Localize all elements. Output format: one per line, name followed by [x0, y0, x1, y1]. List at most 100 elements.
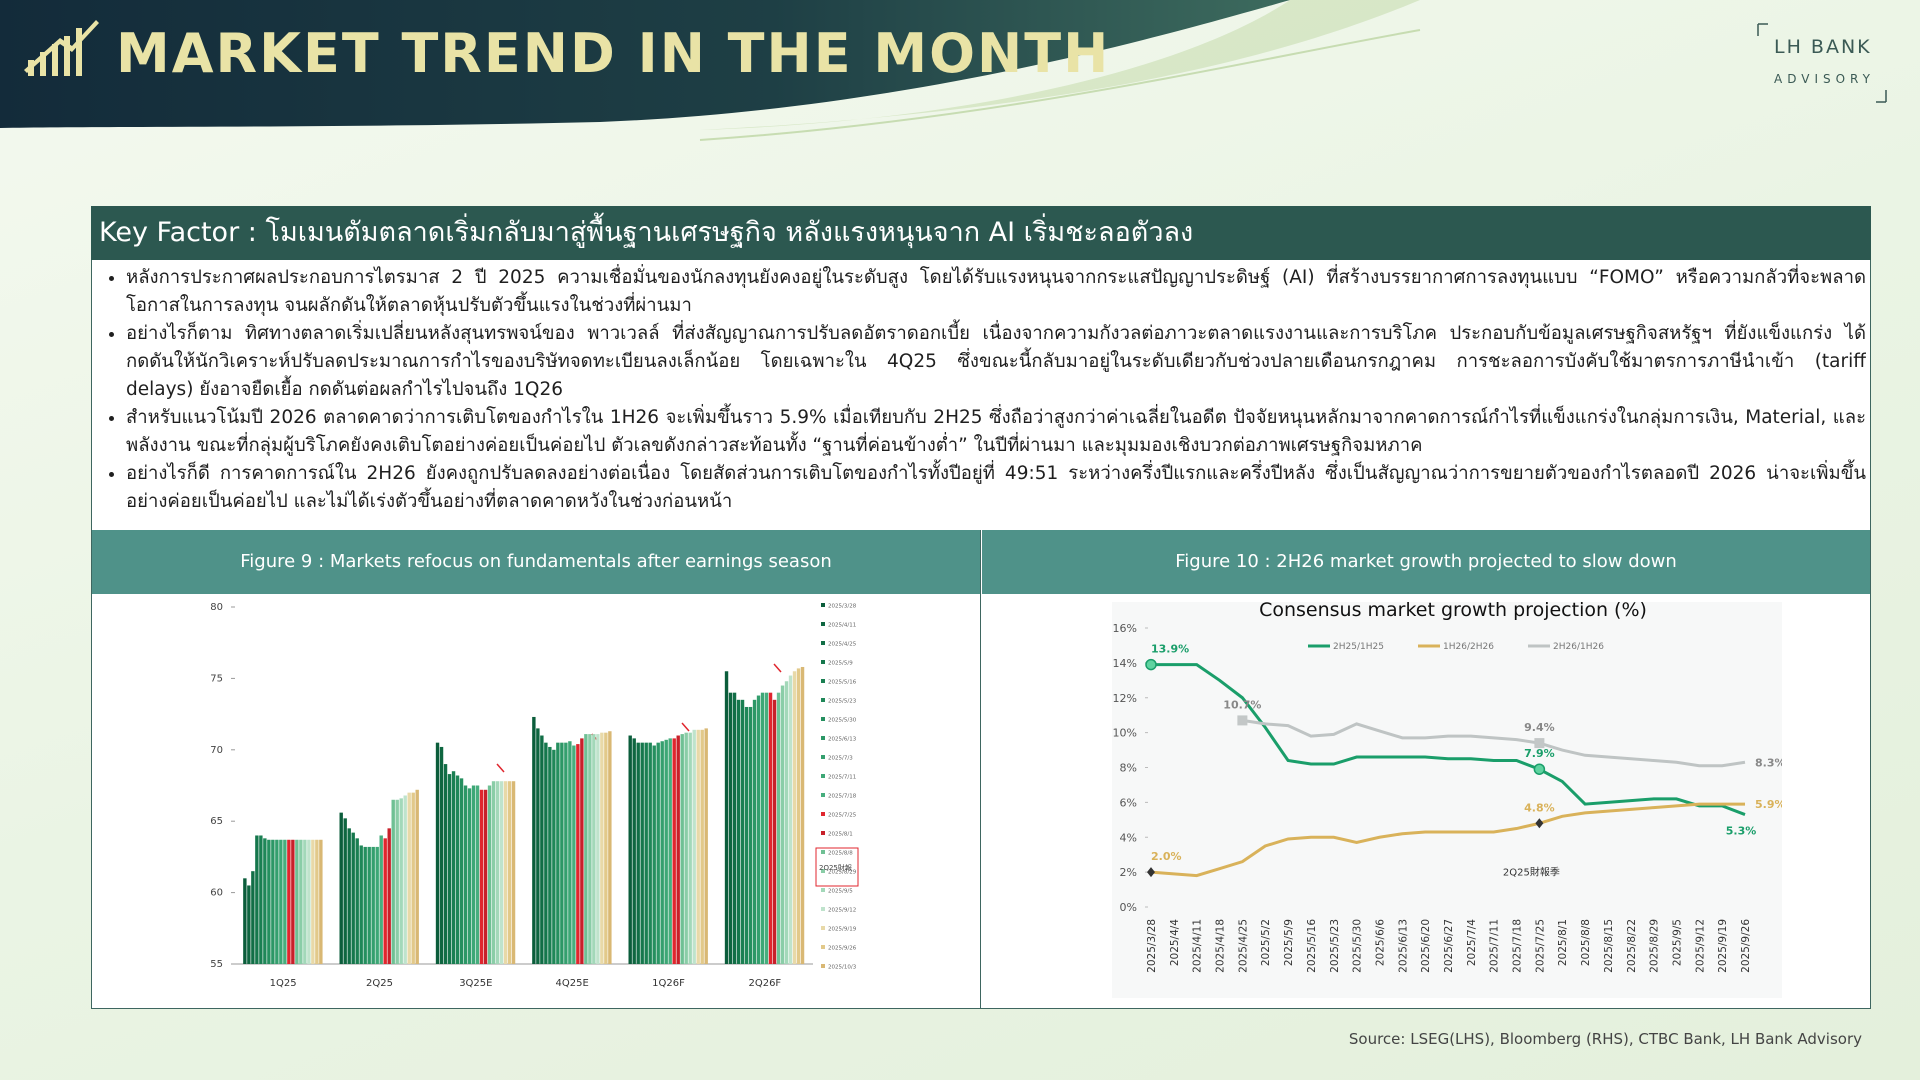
x-tick-label: 2025/7/4: [1466, 919, 1478, 966]
x-tick-label: 2025/7/18: [1512, 919, 1524, 973]
value-label: 4.8%: [1524, 801, 1555, 814]
bar: [435, 742, 440, 964]
bar: [568, 741, 572, 964]
bar: [724, 671, 729, 964]
bar: [371, 846, 375, 964]
header-bg: [0, 0, 1887, 141]
bar: [556, 742, 560, 964]
y-tick-label: 10%: [1113, 727, 1137, 740]
bar: [740, 699, 745, 964]
x-tick-label: 3Q25E: [459, 978, 492, 989]
bar: [339, 812, 343, 964]
x-tick-label: 2025/4/18: [1215, 919, 1227, 973]
bar: [596, 734, 600, 964]
legend-swatch: [821, 888, 825, 892]
bar: [604, 732, 608, 964]
legend-swatch: [821, 755, 825, 759]
legend-label: 2025/8/29: [828, 870, 857, 876]
bar: [379, 835, 383, 964]
x-tick-label: 2025/6/27: [1443, 919, 1455, 973]
x-tick-label: 2025/7/11: [1489, 919, 1501, 973]
x-tick-label: 2025/8/1: [1557, 919, 1569, 966]
x-tick-label: 1Q25: [270, 978, 297, 989]
bar: [247, 885, 251, 964]
x-tick-label: 2025/9/5: [1671, 919, 1683, 966]
bar: [580, 738, 584, 964]
bar: [584, 734, 588, 964]
bar: [455, 775, 460, 964]
chart-title: Consensus market growth projection (%): [1259, 602, 1647, 621]
legend-swatch: [821, 774, 825, 778]
y-tick-label: 70: [210, 745, 223, 756]
figure-caption: Figure 10 : 2H26 market growth projected…: [982, 530, 1870, 594]
legend-swatch: [821, 603, 825, 607]
bullet: หลังการประกาศผลประกอบการไตรมาส 2 ปี 2025…: [126, 264, 1866, 320]
legend-label: 2025/8/1: [828, 832, 853, 838]
x-tick-label: 2025/6/20: [1420, 919, 1432, 973]
bar: [411, 792, 415, 964]
bar: [459, 778, 464, 964]
bar: [684, 732, 688, 964]
legend-swatch: [821, 850, 825, 854]
bar: [251, 871, 255, 964]
legend-label: 2025/7/18: [828, 794, 857, 800]
value-label: 7.9%: [1524, 747, 1555, 760]
bar: [760, 692, 765, 964]
legend-label: 2H25/1H25: [1333, 642, 1384, 652]
bar: [704, 728, 708, 964]
brand-sub: ADVISORY: [1774, 72, 1875, 86]
bar: [291, 839, 295, 964]
bar: [792, 671, 797, 964]
bar: [640, 742, 644, 964]
value-label: 13.9%: [1151, 643, 1189, 656]
value-label: 10.7%: [1223, 698, 1261, 711]
bar: [564, 742, 568, 964]
series-line: [1150, 802, 1745, 878]
bar: [544, 742, 548, 964]
annotation-box: [815, 847, 859, 887]
legend-label: 2025/5/16: [828, 680, 857, 686]
bar: [656, 742, 660, 964]
x-tick-label: 2025/5/23: [1329, 919, 1341, 973]
value-label: 5.9%: [1755, 798, 1782, 811]
bar: [267, 839, 271, 964]
bar: [443, 764, 448, 964]
bar: [800, 666, 805, 964]
bar: [391, 799, 395, 964]
bar: [692, 729, 696, 964]
bar: [367, 846, 371, 964]
bar: [676, 735, 680, 964]
bar: [475, 785, 480, 964]
bar: [363, 846, 367, 964]
bar: [628, 735, 632, 964]
bar: [776, 692, 781, 964]
x-tick-label: 2025/6/13: [1397, 919, 1409, 973]
bar: [636, 742, 640, 964]
y-tick-label: 12%: [1113, 692, 1137, 705]
bar: [279, 839, 283, 964]
legend-label: 2025/9/26: [828, 946, 857, 952]
series-line: [1151, 663, 1746, 816]
bar: [680, 734, 684, 964]
bar: [307, 839, 311, 964]
bar: [287, 839, 291, 964]
series-line: [1242, 718, 1746, 768]
point-marker: [1237, 715, 1248, 726]
bar: [399, 798, 403, 964]
bar: [343, 818, 347, 964]
bar: [672, 738, 676, 964]
x-tick-label: 2025/5/30: [1352, 919, 1364, 973]
x-tick-label: 2025/5/16: [1306, 919, 1318, 973]
bar: [491, 781, 496, 964]
figure-9-chart: 55 60 65 70 75 80 1Q25 2Q25 3Q25E 4Q25E 1Q26F 2Q26F…: [207, 596, 860, 998]
legend-label: 2H26/1H26: [1553, 642, 1604, 652]
legend-label: 2025/4/25: [828, 642, 857, 648]
bar: [608, 731, 612, 964]
brand: LH BANK: [1774, 36, 1872, 58]
bar: [463, 785, 468, 964]
legend-label: 2025/7/11: [828, 775, 856, 781]
bar: [359, 845, 363, 964]
bar: [548, 746, 552, 964]
bar: [632, 738, 636, 964]
x-tick-label: 2025/4/25: [1237, 919, 1249, 973]
